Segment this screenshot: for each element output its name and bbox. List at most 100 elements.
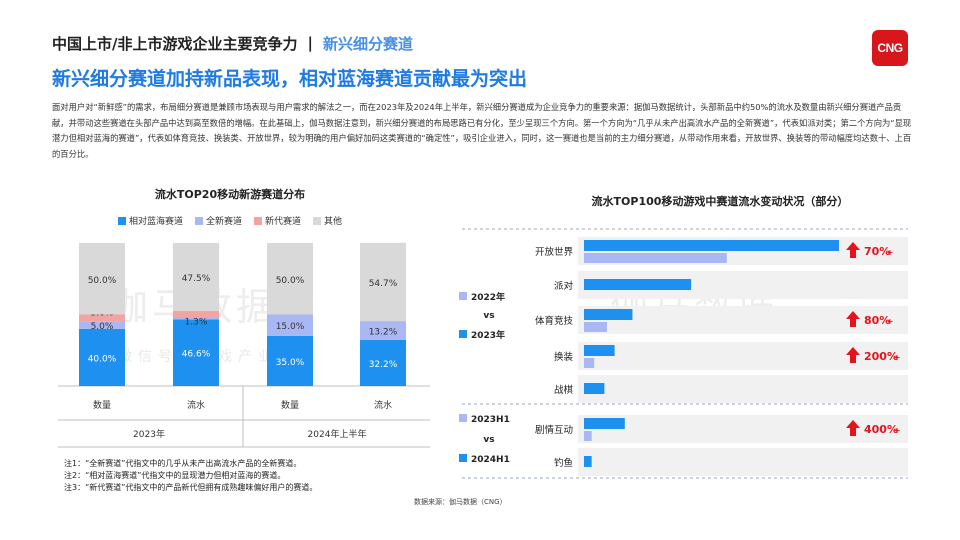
growth-arrow-icon <box>846 242 860 258</box>
cng-logo: CNG <box>872 30 908 66</box>
page-subtitle: 新兴细分赛道 <box>322 34 413 53</box>
bar-previous <box>584 253 727 263</box>
value-label: 1.3% <box>185 317 208 327</box>
legend-swatch <box>459 414 467 422</box>
legend-swatch <box>459 292 467 300</box>
row-background <box>578 375 908 403</box>
growth-suffix: + <box>894 426 901 435</box>
footnote-1: 注1：“全新赛道”代指文中的几乎从未产出高流水产品的全新赛道。 <box>64 459 302 468</box>
data-source: 数据来源：伽马数据（CNG） <box>414 498 507 506</box>
watermark-sub-right: 微信号：游戏产业报告 <box>612 349 812 365</box>
legend-swatch <box>459 330 467 338</box>
x-tick-label: 流水 <box>187 399 205 411</box>
value-label: 40.0% <box>88 354 117 364</box>
bar-segment <box>173 319 219 386</box>
x-tick-label: 数量 <box>281 399 299 411</box>
bar-current <box>584 309 633 320</box>
right-chart-title: 流水TOP100移动游戏中赛道流水变动状况（部分） <box>591 195 849 208</box>
category-label: 战棋 <box>554 384 574 396</box>
bar-previous <box>584 322 607 332</box>
growth-value: 400% <box>864 423 898 436</box>
value-label: 15.0% <box>276 322 305 332</box>
legend-label: vs <box>483 311 494 321</box>
bar-segment <box>173 243 219 311</box>
category-label: 换装 <box>554 351 574 363</box>
bar-segment <box>173 317 219 320</box>
row-background <box>578 306 908 334</box>
legend-label: 新代赛道 <box>265 217 302 227</box>
value-label: 35.0% <box>276 358 305 368</box>
row-background <box>578 342 908 370</box>
left-chart-legend: 相对蓝海赛道 全新赛道 新代赛道 其他 <box>118 214 342 227</box>
category-label: 派对 <box>554 280 574 292</box>
growth-value: 200% <box>864 350 898 363</box>
bar-segment <box>360 242 406 322</box>
bar-current <box>584 240 839 251</box>
bar-segment <box>79 314 125 322</box>
category-label: 开放世界 <box>535 246 574 258</box>
bar-segment <box>360 321 406 340</box>
legend-label: 2023H1 <box>471 415 510 425</box>
row-background <box>578 415 908 443</box>
value-label: 4.6% <box>185 303 208 313</box>
group-label: 2023年 <box>133 428 165 440</box>
value-label: 50.0% <box>88 276 117 286</box>
left-chart-title: 流水TOP20移动新游赛道分布 <box>154 188 306 201</box>
growth-suffix: + <box>887 317 894 326</box>
legend-label: 其他 <box>324 217 343 227</box>
bar-previous <box>584 358 595 368</box>
footnotes: 注1：“全新赛道”代指文中的几乎从未产出高流水产品的全新赛道。 注2：“相对蓝海… <box>64 458 317 494</box>
header: 中国上市/非上市游戏企业主要竞争力 | 新兴细分赛道 <box>52 30 413 56</box>
growth-suffix: + <box>894 353 901 362</box>
value-label: 13.2% <box>369 328 398 338</box>
bar-segment <box>267 243 313 315</box>
bar-previous <box>584 431 592 441</box>
value-label: 47.5% <box>182 274 211 284</box>
growth-arrow-icon <box>846 420 860 436</box>
growth-value: 80% <box>864 314 890 327</box>
growth-suffix: + <box>887 248 894 257</box>
footnote-3: 注3：“新代赛道”代指文中的产品新代但拥有成熟趣味偏好用户的赛道。 <box>64 483 318 492</box>
value-label: 5.0% <box>91 322 114 332</box>
bar-segment <box>79 243 125 315</box>
growth-value: 70% <box>864 245 890 258</box>
footnote-2: 注2：“相对蓝海赛道”代指文中的显现潜力但相对蓝海的赛道。 <box>64 471 286 480</box>
headline: 新兴细分赛道加持新品表现，相对蓝海赛道贡献最为突出 <box>52 68 528 90</box>
bar-segment <box>360 339 406 386</box>
bar-current <box>584 418 625 429</box>
row-background <box>578 448 908 476</box>
value-label: 32.2% <box>369 360 398 370</box>
watermark-sub-left: 微信号：游戏产业报告 <box>118 349 318 365</box>
bar-current <box>584 383 605 394</box>
watermark-right: 伽马数据 <box>610 285 779 329</box>
legend-label: 全新赛道 <box>206 217 243 227</box>
legend-swatch <box>313 216 322 225</box>
legend-swatch <box>254 216 263 225</box>
row-background <box>578 271 908 299</box>
bar-current <box>584 456 592 467</box>
legend-swatch <box>459 454 467 462</box>
category-label: 钓鱼 <box>554 457 573 469</box>
value-label: 0.0% <box>372 304 395 314</box>
legend-item: 新代赛道 <box>254 214 301 227</box>
x-tick-label: 数量 <box>93 399 111 411</box>
value-label: 54.7% <box>369 279 398 289</box>
legend-label: vs <box>483 435 494 445</box>
legend-label: 2023年 <box>471 329 505 341</box>
x-tick-label: 流水 <box>374 399 392 411</box>
bar-current <box>584 279 692 290</box>
value-label: 0.0% <box>279 298 302 308</box>
value-label: 5.0% <box>91 309 114 319</box>
bar-segment <box>79 321 125 329</box>
growth-arrow-icon <box>846 347 860 363</box>
watermark-left: 伽马数据 <box>110 285 279 329</box>
header-separator: | <box>307 34 313 52</box>
bar-segment <box>173 310 219 318</box>
legend-item: 相对蓝海赛道 <box>118 214 183 227</box>
legend-swatch <box>195 216 204 225</box>
bar-segment <box>79 328 125 386</box>
category-label: 体育竞技 <box>535 315 574 327</box>
legend-item: 其他 <box>313 214 342 227</box>
page-title: 中国上市/非上市游戏企业主要竞争力 <box>52 34 298 53</box>
value-label: 46.6% <box>182 350 211 360</box>
